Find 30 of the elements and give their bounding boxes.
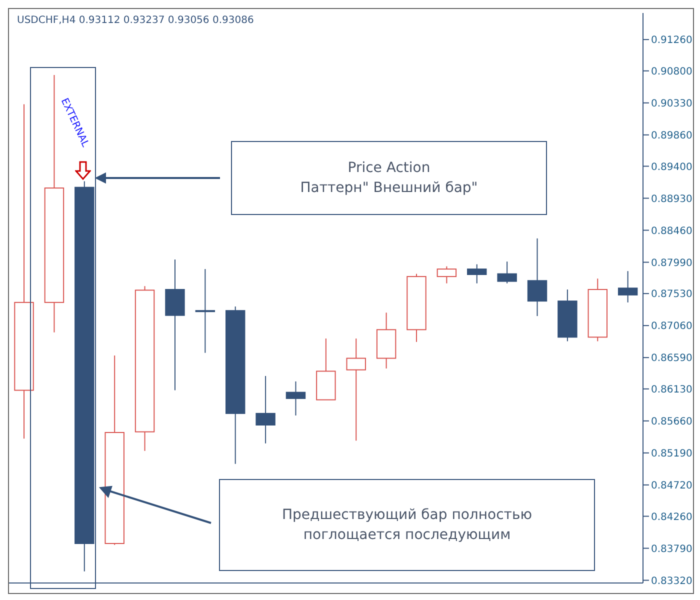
y-tick-label: 0.84260: [651, 512, 692, 523]
annotation: Предшествующий бар полностью поглощается последующим: [219, 479, 595, 571]
y-tick-label: 0.83790: [651, 544, 692, 555]
y-tick-label: 0.89860: [651, 130, 692, 142]
candlestick: [346, 338, 366, 442]
candlestick: [467, 264, 487, 284]
y-tick-label: 0.88930: [651, 194, 692, 205]
y-tick-label: 0.90800: [651, 66, 692, 78]
y-tick-label: 0.83320: [651, 576, 692, 587]
chart-title: USDCHF,H4 0.93112 0.93237 0.93056 0.93086: [17, 15, 254, 26]
y-tick-label: 0.90330: [651, 98, 692, 110]
y-tick-label: 0.91260: [651, 35, 692, 46]
y-tick-label: 0.85190: [651, 448, 692, 460]
candlestick: [618, 270, 638, 303]
y-tick-label: 0.86130: [651, 384, 692, 396]
y-tick-label: 0.85660: [651, 416, 692, 428]
y-tick-label: 0.84720: [651, 480, 692, 492]
candlestick: [436, 266, 457, 284]
y-tick-label: 0.87530: [651, 289, 692, 300]
candlestick: [195, 268, 216, 354]
candlestick: [286, 380, 306, 416]
candlestick: [527, 238, 548, 317]
y-tick-label: 0.87990: [651, 258, 692, 269]
y-tick-label: 0.88460: [651, 226, 692, 237]
y-tick-label: 0.89400: [651, 162, 692, 173]
candlestick: [256, 375, 276, 444]
y-tick-label: 0.87060: [651, 321, 692, 332]
annotation: Price Action Паттерн" Внешний бар": [231, 141, 547, 215]
candlestick: [497, 261, 517, 284]
y-tick-label: 0.86590: [651, 353, 692, 364]
